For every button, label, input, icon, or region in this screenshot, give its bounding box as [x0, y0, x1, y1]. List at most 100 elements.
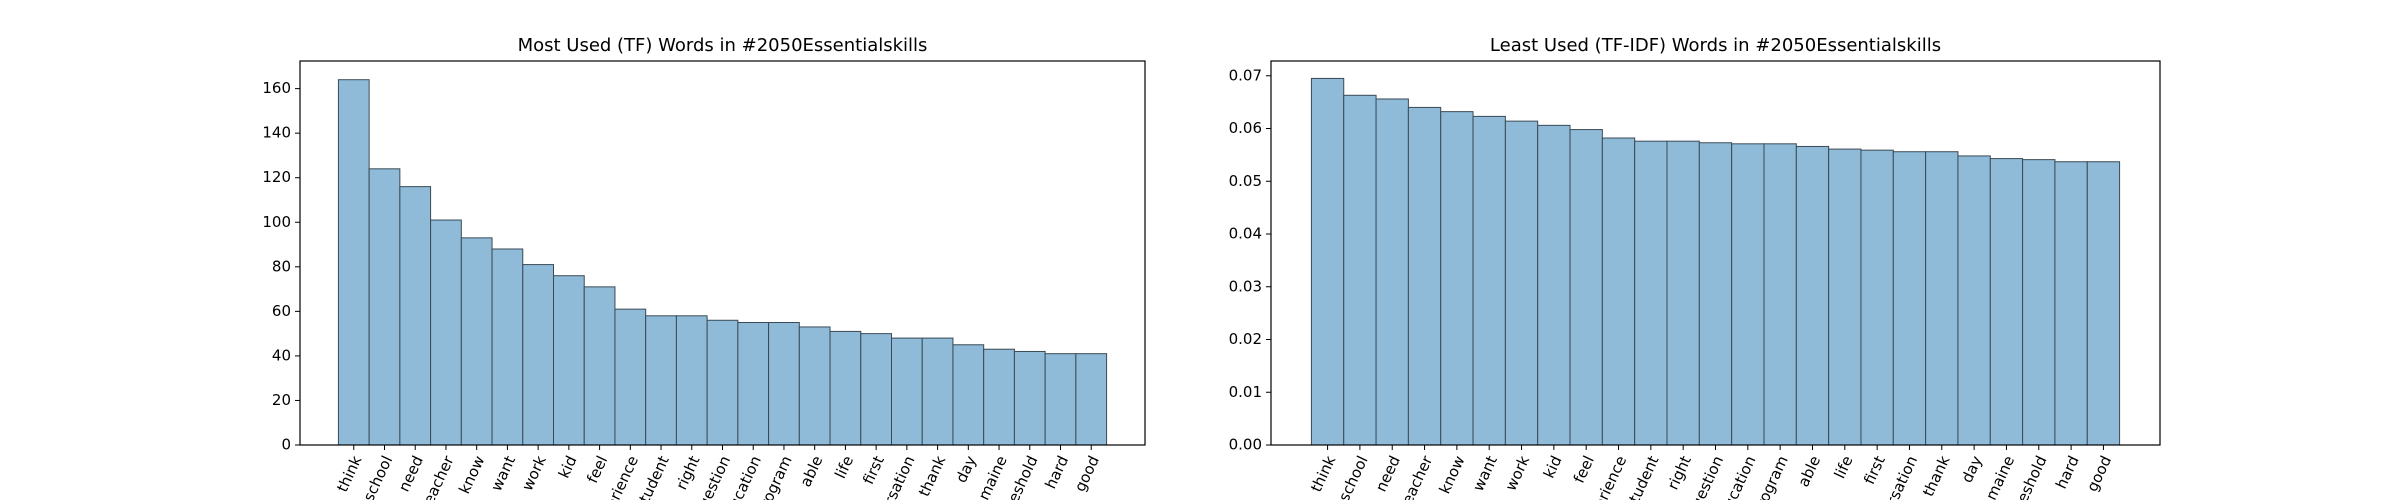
x-tick-label: know — [455, 453, 488, 497]
y-tick-label: 140 — [262, 124, 291, 142]
y-tick-label: 0.03 — [1229, 277, 1262, 295]
bar — [399, 186, 432, 446]
x-tick-label: feel — [583, 453, 611, 486]
bar — [1407, 106, 1442, 446]
bar — [1569, 129, 1603, 446]
x-tick-label: maine — [1982, 453, 2018, 500]
bar — [1698, 142, 1733, 446]
bar — [491, 248, 524, 446]
y-tick-label: 0 — [281, 436, 291, 454]
x-tick-label: kid — [1540, 453, 1566, 481]
bar — [1075, 353, 1108, 446]
bar — [1634, 140, 1668, 446]
bar — [1440, 111, 1474, 446]
bar — [921, 337, 954, 446]
bar — [1310, 77, 1345, 446]
bar — [583, 286, 616, 446]
bar — [1666, 140, 1700, 446]
bar — [1044, 353, 1077, 446]
y-tick-label: 0.02 — [1229, 330, 1262, 348]
y-tick-label: 40 — [272, 346, 291, 364]
bar — [1472, 115, 1506, 446]
bar — [675, 315, 708, 446]
bar — [1537, 124, 1571, 446]
x-tick-label: hard — [1041, 453, 1072, 492]
y-tick-label: 80 — [272, 257, 291, 275]
y-tick-label: 0.05 — [1229, 172, 1262, 190]
axes-frame — [1270, 60, 2161, 446]
y-tick-label: 0.00 — [1229, 436, 1262, 454]
bar — [645, 315, 677, 446]
x-tick-label: know — [1436, 453, 1469, 497]
bar — [891, 337, 923, 446]
bar — [1731, 143, 1765, 446]
bar — [1989, 158, 2024, 446]
bar — [798, 326, 831, 446]
bar — [952, 344, 985, 446]
y-tick-label: 0.01 — [1229, 383, 1262, 401]
x-tick-label: maine — [975, 453, 1011, 500]
x-tick-label: life — [1831, 453, 1857, 481]
y-tick-label: 0.04 — [1229, 225, 1262, 243]
chart-title: Least Used (TF-IDF) Words in #2050Essent… — [1490, 35, 1941, 56]
x-tick-label: first — [1860, 453, 1889, 487]
bar — [1892, 151, 1927, 446]
bar — [2054, 161, 2088, 446]
bar — [1504, 120, 1539, 446]
bar — [614, 308, 647, 446]
x-tick-label: feel — [1570, 453, 1598, 486]
x-tick-label: kid — [555, 453, 581, 481]
bar — [1763, 143, 1797, 446]
bar — [706, 319, 739, 446]
x-tick-label: good — [2083, 453, 2115, 495]
y-tick-label: 0.07 — [1229, 66, 1262, 84]
x-tick-label: first — [859, 453, 888, 487]
x-tick-label: able — [797, 453, 827, 490]
y-tick-label: 160 — [262, 79, 291, 97]
x-tick-label: think — [1307, 453, 1339, 495]
bar — [768, 321, 800, 446]
bar — [1375, 98, 1409, 446]
bar — [553, 275, 585, 446]
bar — [829, 330, 862, 446]
x-tick-label: right — [672, 453, 703, 493]
bar — [2022, 159, 2056, 446]
axes-frame — [299, 60, 1146, 446]
x-tick-label: teacher — [1396, 452, 1437, 500]
x-tick-label: work — [1502, 453, 1534, 494]
bar — [460, 237, 493, 446]
x-tick-label: think — [333, 453, 365, 495]
x-tick-label: thank — [915, 453, 950, 500]
bar — [860, 333, 892, 446]
x-tick-label: school — [360, 453, 397, 500]
x-tick-label: able — [1794, 453, 1824, 490]
x-tick-label: life — [831, 453, 857, 481]
bar — [522, 264, 554, 446]
x-tick-label: day — [1958, 453, 1986, 486]
bar — [1795, 145, 1830, 446]
bar — [430, 219, 462, 446]
bar — [1957, 155, 1991, 446]
bar — [983, 348, 1015, 446]
x-tick-label: need — [1372, 453, 1404, 495]
bar — [737, 321, 770, 446]
x-tick-label: want — [487, 453, 519, 494]
x-tick-label: day — [952, 453, 980, 486]
x-tick-label: work — [518, 453, 550, 494]
x-tick-label: thank — [1919, 453, 1954, 500]
bar — [1343, 94, 1377, 446]
x-tick-label: good — [1071, 453, 1103, 495]
bar — [1860, 149, 1894, 446]
x-tick-label: need — [395, 453, 427, 495]
bar — [2086, 161, 2121, 446]
bar — [1925, 151, 1959, 446]
y-tick-label: 60 — [272, 302, 291, 320]
y-tick-label: 20 — [272, 391, 291, 409]
chart-title: Most Used (TF) Words in #2050Essentialsk… — [518, 35, 928, 56]
x-tick-label: hard — [2052, 453, 2083, 492]
bar — [1828, 148, 1862, 446]
bar — [368, 168, 401, 446]
x-tick-label: right — [1664, 453, 1695, 493]
bar — [1601, 137, 1636, 446]
